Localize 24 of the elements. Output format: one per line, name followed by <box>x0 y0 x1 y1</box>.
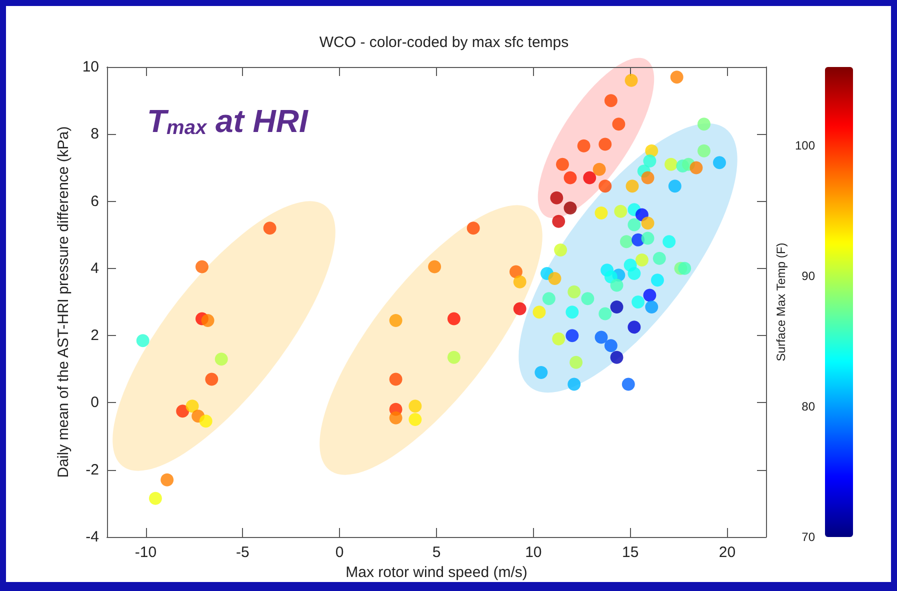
y-tick-label: 6 <box>90 192 99 210</box>
color-bar-label: 100 <box>794 138 816 152</box>
x-axis-title: Max rotor wind speed (m/s) <box>346 564 528 581</box>
x-tick-label: 0 <box>335 544 344 561</box>
color-bar-label: 90 <box>802 268 816 283</box>
x-tick-label: -5 <box>236 544 250 561</box>
annotation: Tmax at HRI <box>147 103 310 139</box>
y-tick-label: 2 <box>90 327 99 344</box>
x-tick-label: 20 <box>718 544 736 561</box>
y-tick-label: -2 <box>86 461 99 478</box>
x-tick-label: -10 <box>134 544 157 561</box>
x-tick-label: 15 <box>622 544 639 561</box>
y-tick-label: 4 <box>90 260 99 277</box>
color-bar-label: 80 <box>802 399 816 414</box>
chart-title: WCO - color-coded by max sfc temps <box>319 34 569 51</box>
y-axis-title: Daily mean of the AST-HRI pressure difference (kPa) <box>55 126 72 478</box>
x-tick-label: 5 <box>432 544 441 561</box>
y-tick-label: 10 <box>82 58 99 76</box>
color-bar-label: 70 <box>802 530 816 544</box>
y-tick-label: 0 <box>90 394 99 412</box>
color-bar-title: Surface Max Temp (F) <box>774 242 788 362</box>
y-tick-label: -4 <box>86 528 99 546</box>
y-tick-label: 8 <box>90 126 99 143</box>
x-tick-label: 10 <box>525 544 542 561</box>
